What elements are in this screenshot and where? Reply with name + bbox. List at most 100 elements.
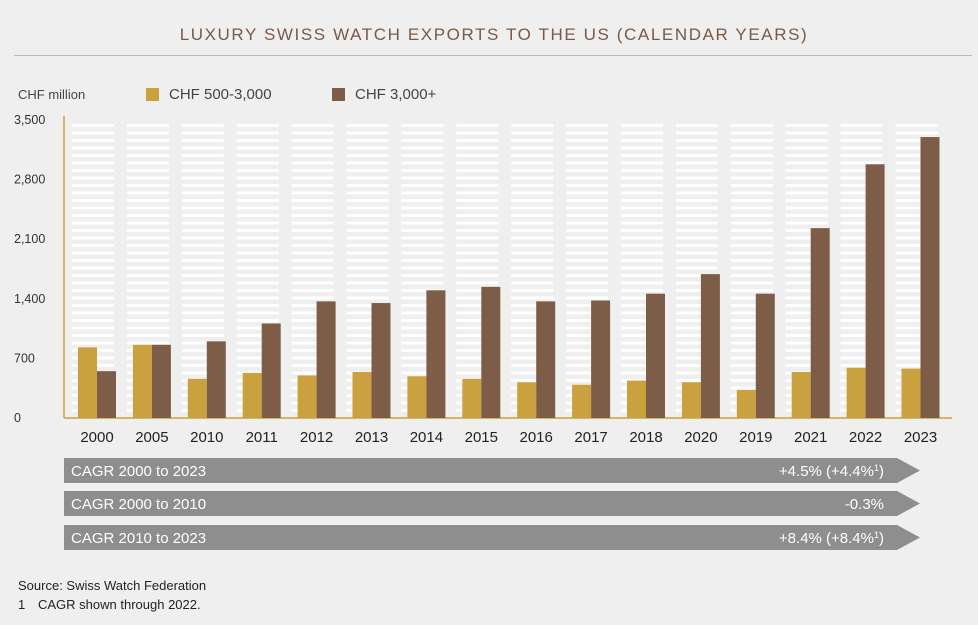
grid-dash <box>346 296 389 300</box>
source-note: Source: Swiss Watch Federation <box>18 578 207 593</box>
x-tick-label: 2019 <box>739 429 772 446</box>
grid-dash <box>181 199 224 202</box>
grid-dash <box>236 131 279 135</box>
x-tick-label: 2017 <box>574 429 607 446</box>
grid-dash <box>291 341 334 345</box>
bar-series1 <box>297 375 317 418</box>
grid-dash <box>730 124 773 127</box>
grid-dash <box>511 221 554 225</box>
grid-dash <box>126 326 169 330</box>
grid-dash <box>181 356 224 360</box>
grid-dash <box>72 184 114 187</box>
grid-dash <box>456 206 499 210</box>
grid-dash <box>840 281 883 285</box>
grid-dash <box>895 319 938 322</box>
grid-dash <box>236 184 279 187</box>
grid-dash <box>840 356 883 360</box>
grid-dash <box>511 319 554 322</box>
grid-dash <box>401 229 444 232</box>
grid-dash <box>675 131 718 135</box>
grid-dash <box>236 169 279 172</box>
grid-dash <box>511 281 554 285</box>
grid-dash <box>675 199 718 202</box>
grid-dash <box>72 206 114 210</box>
grid-dash <box>291 221 334 225</box>
grid-dash <box>895 191 938 195</box>
grid-dash <box>840 236 883 240</box>
grid-dash <box>895 341 938 345</box>
x-tick-label: 2013 <box>355 429 388 446</box>
grid-dash <box>511 191 554 195</box>
bar-series2 <box>261 323 281 418</box>
grid-dash <box>126 199 169 202</box>
grid-dash <box>291 176 334 180</box>
grid-dash <box>621 191 663 195</box>
grid-dash <box>126 139 169 142</box>
grid-dash <box>730 139 773 142</box>
grid-dash <box>566 206 609 210</box>
grid-dash <box>621 349 663 352</box>
bar-series2 <box>481 286 501 418</box>
grid-dash <box>895 334 938 337</box>
bar-series1 <box>352 372 372 418</box>
grid-dash <box>895 176 938 180</box>
grid-dash <box>456 184 499 187</box>
grid-dash <box>346 349 389 352</box>
grid-dash <box>675 349 718 352</box>
grid-dash <box>840 169 883 172</box>
grid-dash <box>181 311 224 315</box>
x-tick-label: 2020 <box>684 429 717 446</box>
grid-dash <box>785 199 828 202</box>
grid-dash <box>730 244 773 247</box>
grid-dash <box>675 281 718 285</box>
grid-dash <box>566 356 609 360</box>
grid-dash <box>511 176 554 180</box>
grid-dash <box>346 334 389 337</box>
grid-dash <box>785 259 828 262</box>
grid-dash <box>840 161 883 165</box>
grid-dash <box>511 244 554 247</box>
grid-dash <box>511 236 554 240</box>
grid-dash <box>566 124 609 127</box>
grid-dash <box>511 206 554 210</box>
grid-dash <box>730 161 773 165</box>
grid-dash <box>895 259 938 262</box>
grid-dash <box>566 311 609 315</box>
grid-dash <box>840 274 883 277</box>
grid-dash <box>72 229 114 232</box>
grid-dash <box>730 274 773 277</box>
grid-dash <box>72 146 114 150</box>
grid-dash <box>675 341 718 345</box>
grid-dash <box>895 236 938 240</box>
grid-dash <box>456 139 499 142</box>
grid-dash <box>346 259 389 262</box>
grid-dash <box>511 184 554 187</box>
grid-dash <box>895 184 938 187</box>
grid-dash <box>675 364 718 367</box>
grid-dash <box>72 281 114 285</box>
grid-dash <box>511 311 554 315</box>
bar-series1 <box>901 368 921 418</box>
grid-dash <box>291 364 334 367</box>
grid-dash <box>181 274 224 277</box>
grid-dash <box>236 199 279 202</box>
grid-dash <box>621 281 663 285</box>
bar-series1 <box>846 367 866 418</box>
grid-dash <box>181 364 224 367</box>
grid-dash <box>236 176 279 180</box>
grid-dash <box>566 319 609 322</box>
grid-dash <box>675 221 718 225</box>
grid-dash <box>72 221 114 225</box>
grid-dash <box>511 124 554 127</box>
grid-dash <box>456 319 499 322</box>
grid-dash <box>291 146 334 150</box>
grid-dash <box>621 356 663 360</box>
grid-dash <box>401 364 444 367</box>
grid-dash <box>72 169 114 172</box>
grid-dash <box>840 296 883 300</box>
grid-dash <box>895 124 938 127</box>
bar-chart: 0 700 1,400 2,100 2,800 3,500 2000 2005 2010 2011… <box>14 113 952 550</box>
grid-dash <box>72 311 114 315</box>
grid-dash <box>730 289 773 292</box>
grid-dash <box>785 304 828 307</box>
